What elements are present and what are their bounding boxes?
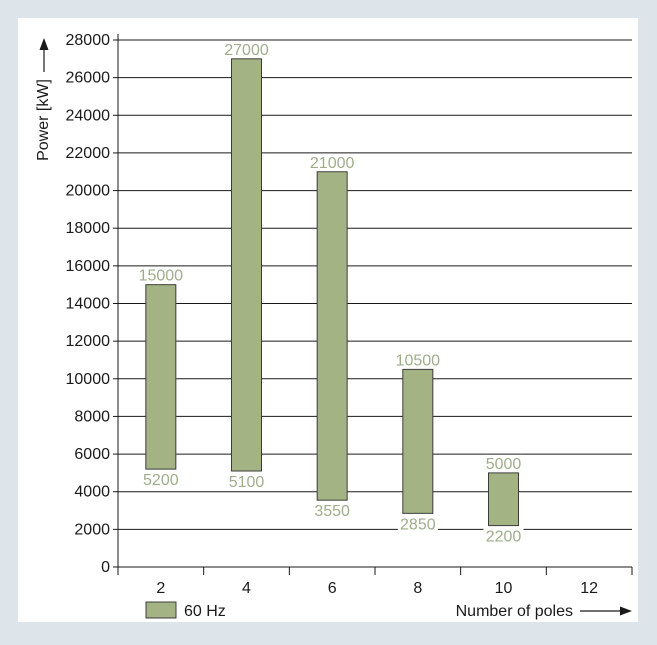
y-tick-label: 10000 [66,371,111,388]
value-label-high: 27000 [224,42,269,59]
bars [145,58,519,527]
y-tick-label: 14000 [66,296,111,313]
value-label-high: 10500 [396,352,441,369]
value-label-low: 5100 [229,474,265,491]
range-bar [402,368,434,514]
y-tick-label: 22000 [66,145,111,162]
y-tick-label: 12000 [66,333,111,350]
x-tick-label: 2 [156,580,165,597]
value-label-bg [140,471,181,489]
value-label-bg [393,351,443,369]
y-tick-label: 24000 [66,107,111,124]
value-label-bg [312,502,353,520]
value-label-bg [307,153,357,171]
value-label-high: 21000 [310,155,355,172]
labels: 15000 5200 27000 5100 21000 3550 10500 2850 5000… [136,40,632,620]
x-axis-arrow-icon [620,606,632,616]
y-tick-label: 26000 [66,70,111,87]
y-tick-label: 4000 [74,484,110,501]
x-tick-label: 6 [328,580,337,597]
value-label-low: 2200 [486,529,522,546]
y-axis-title: Power [kW] [35,79,52,161]
value-label-low: 3550 [314,503,350,520]
range-bar [488,472,519,527]
grid [118,39,632,530]
value-label-low: 5200 [143,472,179,489]
y-tick-label: 16000 [66,258,111,275]
value-label-high: 5000 [486,456,522,473]
value-label-bg [483,454,524,472]
x-axis-title: Number of poles [456,603,573,620]
value-label-bg [222,40,271,58]
axes: 0 2000 4000 6000 8000 10000 12000 14000 16000 180… [35,32,633,597]
y-tick-label: 0 [101,559,110,576]
value-label-bg [397,515,438,533]
y-tick-label: 2000 [74,521,110,538]
value-label-bg [226,473,267,491]
value-label-bg [483,527,524,545]
range-bar [316,171,348,501]
legend-label: 60 Hz [184,603,226,620]
x-tick-label: 10 [495,580,513,597]
y-tick-label: 20000 [66,183,111,200]
y-tick-label: 18000 [66,220,111,237]
value-label-high: 15000 [139,268,184,285]
value-label-bg [136,266,186,284]
x-tick-label: 4 [242,580,251,597]
y-tick-label: 6000 [74,446,110,463]
legend-swatch [145,601,177,619]
range-bar [231,58,262,472]
y-tick-label: 28000 [66,32,111,49]
x-tick-label: 8 [413,580,422,597]
x-tick-label: 12 [580,580,598,597]
y-axis-arrow-icon [39,38,49,50]
value-label-low: 2850 [400,516,436,533]
y-tick-label: 8000 [74,408,110,425]
range-bar [145,284,177,470]
